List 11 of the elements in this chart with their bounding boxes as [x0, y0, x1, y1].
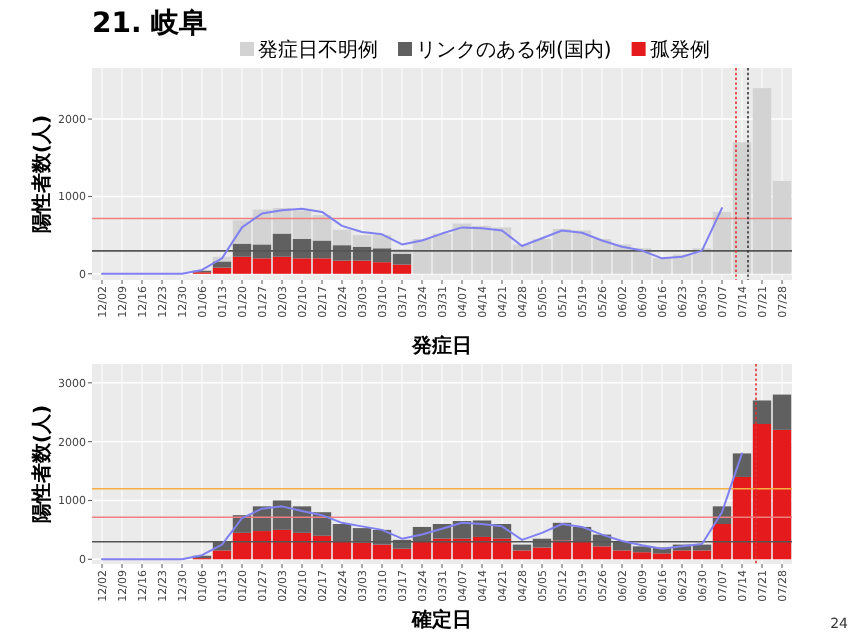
- legend-label: リンクのある例(国内): [416, 38, 612, 62]
- bar: [212, 261, 232, 268]
- legend-label: 孤発例: [649, 38, 710, 62]
- x-axis-title: 発症日: [410, 334, 472, 358]
- chart-title: 21. 岐阜: [92, 8, 208, 40]
- y-axis-title: 陽性者数(人): [30, 114, 54, 234]
- y-axis-title: 陽性者数(人): [30, 404, 54, 524]
- line-series: [101, 207, 723, 275]
- line-series: [101, 452, 743, 561]
- x-axis-title: 確定日: [410, 608, 472, 632]
- legend-label: 発症日不明例: [258, 38, 378, 62]
